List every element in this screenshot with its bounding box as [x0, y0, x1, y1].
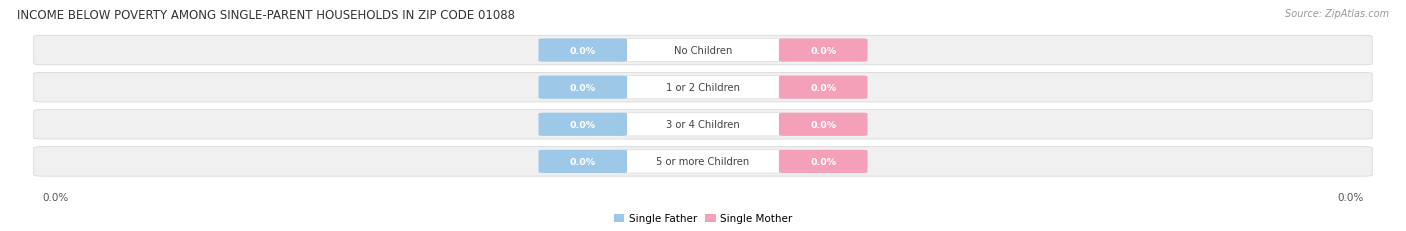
FancyBboxPatch shape	[34, 36, 1372, 66]
FancyBboxPatch shape	[34, 73, 1372, 103]
Text: 0.0%: 0.0%	[42, 192, 69, 202]
Text: 1 or 2 Children: 1 or 2 Children	[666, 83, 740, 93]
FancyBboxPatch shape	[620, 39, 786, 62]
Text: 0.0%: 0.0%	[810, 120, 837, 129]
FancyBboxPatch shape	[779, 113, 868, 136]
Text: 0.0%: 0.0%	[569, 83, 596, 92]
FancyBboxPatch shape	[620, 150, 786, 173]
Text: 0.0%: 0.0%	[810, 157, 837, 166]
Text: 0.0%: 0.0%	[1337, 192, 1364, 202]
FancyBboxPatch shape	[620, 113, 786, 136]
Text: 0.0%: 0.0%	[569, 157, 596, 166]
Legend: Single Father, Single Mother: Single Father, Single Mother	[614, 213, 792, 224]
FancyBboxPatch shape	[538, 39, 627, 62]
Text: 0.0%: 0.0%	[810, 83, 837, 92]
FancyBboxPatch shape	[620, 76, 786, 99]
Text: 3 or 4 Children: 3 or 4 Children	[666, 120, 740, 130]
Text: Source: ZipAtlas.com: Source: ZipAtlas.com	[1285, 9, 1389, 19]
Text: 5 or more Children: 5 or more Children	[657, 157, 749, 167]
FancyBboxPatch shape	[779, 76, 868, 99]
FancyBboxPatch shape	[538, 76, 627, 99]
Text: INCOME BELOW POVERTY AMONG SINGLE-PARENT HOUSEHOLDS IN ZIP CODE 01088: INCOME BELOW POVERTY AMONG SINGLE-PARENT…	[17, 9, 515, 22]
Text: No Children: No Children	[673, 46, 733, 56]
Text: 0.0%: 0.0%	[569, 46, 596, 55]
FancyBboxPatch shape	[34, 110, 1372, 140]
FancyBboxPatch shape	[779, 39, 868, 62]
FancyBboxPatch shape	[34, 147, 1372, 176]
Text: 0.0%: 0.0%	[569, 120, 596, 129]
FancyBboxPatch shape	[779, 150, 868, 173]
FancyBboxPatch shape	[538, 113, 627, 136]
FancyBboxPatch shape	[538, 150, 627, 173]
Text: 0.0%: 0.0%	[810, 46, 837, 55]
